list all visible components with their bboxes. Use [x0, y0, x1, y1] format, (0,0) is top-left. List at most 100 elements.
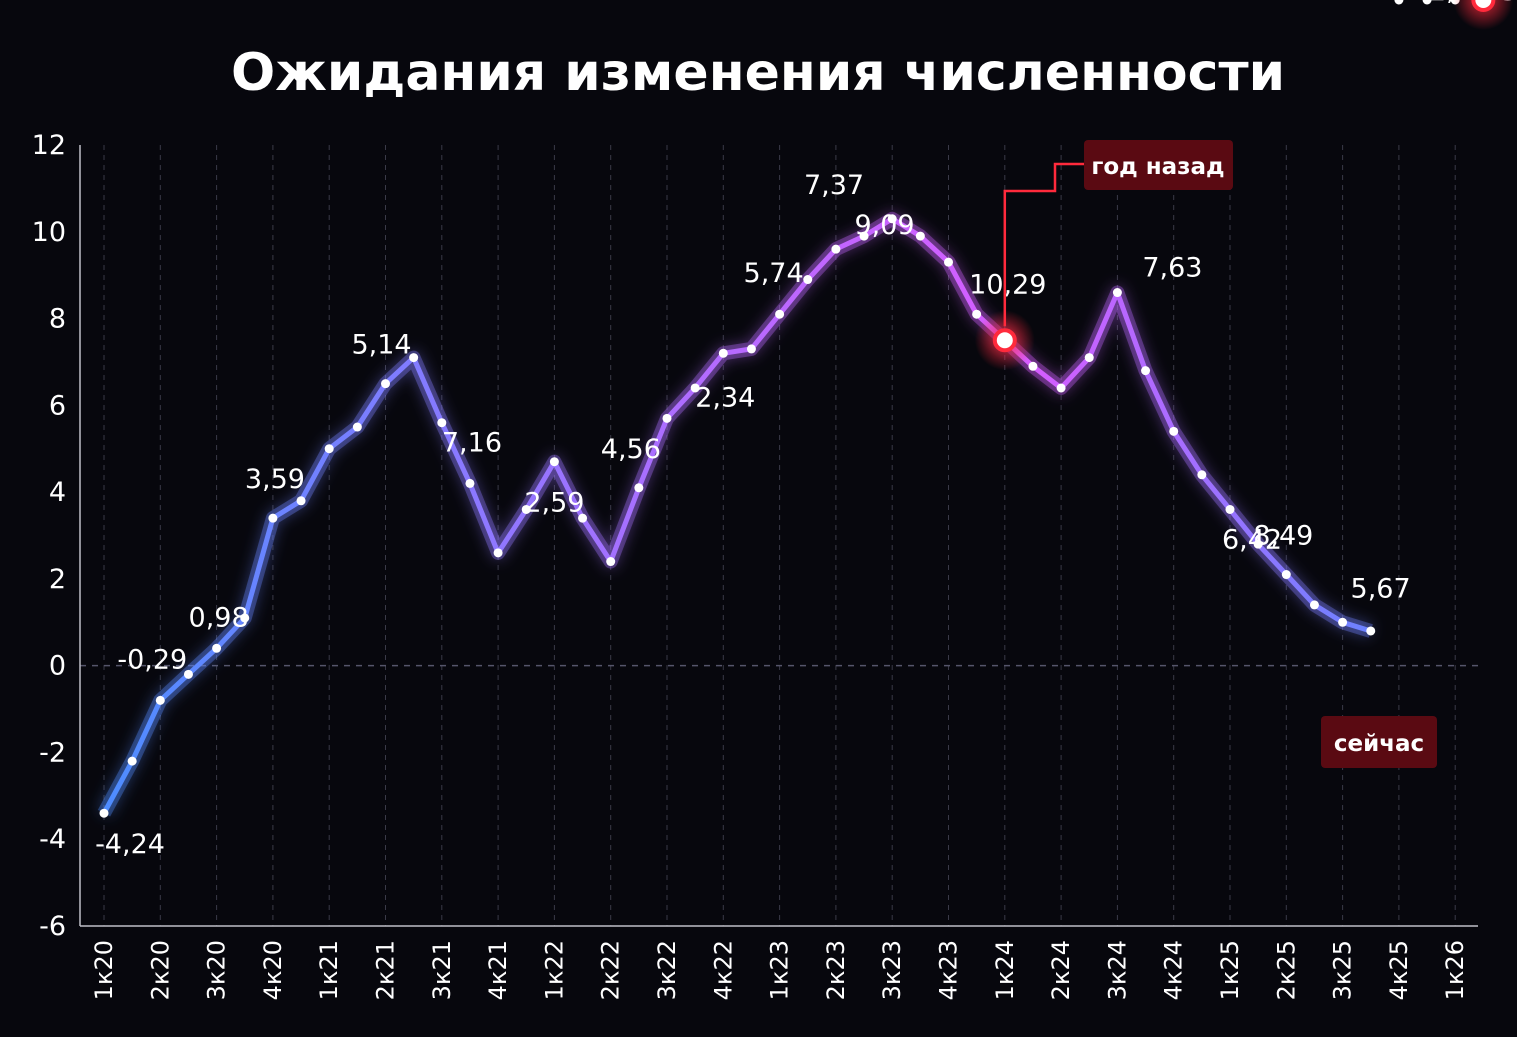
callout-label: сейчас [1334, 731, 1424, 757]
x-tick-label: 2к21 [372, 940, 400, 1000]
data-point [465, 478, 475, 488]
data-point [268, 513, 278, 523]
y-tick-label: 6 [49, 390, 66, 421]
y-tick-label: -6 [39, 911, 66, 942]
x-tick-label: 3к21 [428, 940, 456, 1000]
x-tick-label: 4к22 [709, 940, 737, 1000]
data-point [324, 444, 334, 454]
data-label: -4,24 [95, 829, 165, 860]
x-tick-label: 4к21 [484, 940, 512, 1000]
x-tick-label: 1к21 [315, 940, 343, 1000]
series-line-path [101, 216, 1374, 816]
data-point [1366, 626, 1376, 636]
x-tick-label: 2к20 [146, 940, 174, 1000]
data-point [1225, 504, 1235, 514]
data-point [831, 244, 841, 254]
y-tick-label: -4 [39, 824, 66, 855]
highlight-marker [992, 328, 1017, 353]
x-tick-label: 3к22 [653, 940, 681, 1000]
grid [80, 145, 1478, 926]
series-line-glow [97, 211, 1373, 817]
data-point [127, 756, 137, 766]
annotations: год назад сейчас [974, 0, 1514, 768]
x-tick-label: 2к23 [822, 940, 850, 1000]
x-tick-label: 4к20 [259, 940, 287, 1000]
data-point [521, 504, 531, 514]
x-tick-label: 2к22 [597, 940, 625, 1000]
data-point [437, 418, 447, 428]
data-label: 0,98 [189, 602, 249, 633]
y-tick-label: 12 [32, 130, 66, 161]
data-point [352, 422, 362, 432]
data-point [859, 231, 869, 241]
data-point [240, 613, 250, 623]
data-point [1028, 361, 1038, 371]
data-label: 7,37 [804, 170, 864, 201]
data-point [690, 383, 700, 393]
data-point [944, 257, 953, 267]
data-point [409, 353, 419, 363]
data-point [578, 513, 588, 523]
callout-leader [1003, 162, 1084, 327]
data-point [1141, 366, 1151, 376]
data-point [1338, 617, 1348, 627]
data-label: 6,42 [1222, 524, 1282, 555]
data-point [296, 496, 306, 506]
x-tick-label: 1к23 [766, 940, 794, 1000]
data-point [887, 214, 897, 224]
data-point [606, 557, 616, 567]
data-point [493, 548, 503, 558]
data-point [972, 309, 982, 319]
y-tick-label: -2 [39, 737, 66, 768]
highlight-glow [1453, 0, 1514, 30]
data-label: 5,14 [351, 330, 411, 361]
data-label: 2,59 [524, 488, 584, 519]
data-label: 8,49 [1253, 521, 1313, 552]
x-tick-label: 4к23 [935, 940, 963, 1000]
y-tick-label: 2 [49, 564, 66, 595]
data-label: 3,59 [245, 464, 305, 495]
y-tick-label: 8 [49, 304, 66, 335]
callout-box [1084, 140, 1233, 190]
y-tick-label: 0 [49, 651, 66, 682]
data-labels: -4,24 -0,290,98 3,59 5,14 7,16 2,59 4,56 2,34 5,… [95, 0, 1517, 860]
data-point [915, 231, 925, 241]
y-tick-label: 4 [49, 477, 66, 508]
x-tick-label: 4к24 [1160, 940, 1188, 1000]
x-tick-label: 1к25 [1216, 940, 1244, 1000]
x-tick-label: 1к22 [540, 940, 568, 1000]
x-tick-label: 4к25 [1385, 940, 1413, 1000]
data-point [1197, 470, 1207, 480]
data-label: 5,74 [744, 258, 804, 289]
data-point [1309, 600, 1319, 610]
x-axis-ticks: 1к20 2к20 3к20 4к20 1к21 2к21 3к21 4к21 1к22 2к22… [90, 940, 1469, 1000]
highlight-marker [1471, 0, 1496, 12]
data-point [1169, 426, 1179, 436]
data-point [662, 413, 672, 423]
data-point [99, 808, 109, 818]
data-point [746, 344, 756, 354]
data-label: 7,16 [442, 427, 502, 458]
data-point [1112, 288, 1122, 298]
y-axis-ticks: 12 10 8 6 4 2 0 -2 -4 -6 [32, 130, 66, 942]
series-line [97, 211, 1374, 817]
data-point [381, 379, 390, 389]
data-label: 10,29 [969, 269, 1046, 300]
data-point [549, 457, 559, 467]
x-tick-label: 3к24 [1103, 940, 1131, 1000]
series-points [99, 0, 1488, 818]
data-label: 5,67 [1351, 573, 1411, 604]
y-tick-label: 10 [32, 217, 66, 248]
data-label: 9,09 [854, 210, 914, 241]
data-label: 4,56 [601, 434, 661, 465]
data-label: 7,63 [1142, 253, 1202, 284]
x-tick-label: 3к25 [1329, 940, 1357, 1000]
data-point [1281, 570, 1291, 580]
x-tick-label: 1к26 [1441, 940, 1469, 1000]
data-label: 2,34 [695, 382, 755, 413]
callout-box [1321, 716, 1437, 768]
data-label: -0,29 [117, 644, 187, 675]
x-tick-label: 1к20 [90, 940, 118, 1000]
